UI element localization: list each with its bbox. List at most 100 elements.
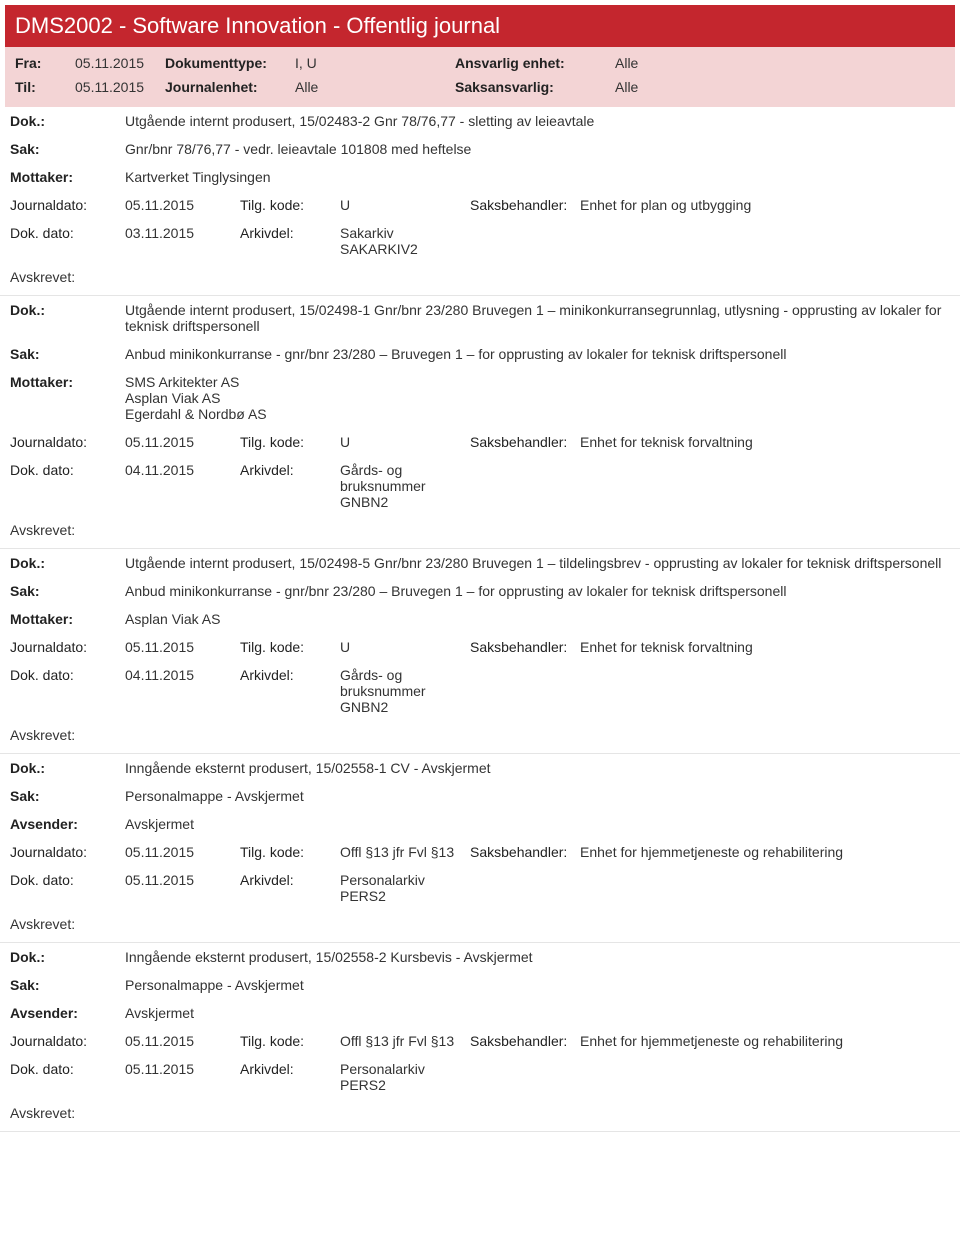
fra-label: Fra: <box>15 55 75 71</box>
saksbehandler-label: Saksbehandler: <box>470 197 580 213</box>
saksbehandler-label: Saksbehandler: <box>470 844 580 860</box>
journaldato-label: Journaldato: <box>10 1033 125 1049</box>
saksansvarlig-value: Alle <box>615 79 945 95</box>
sak-label: Sak: <box>10 346 125 362</box>
sak-value: Anbud minikonkurranse - gnr/bnr 23/280 –… <box>125 583 950 599</box>
part-value: Kartverket Tinglysingen <box>125 169 950 185</box>
part-value: Avskjermet <box>125 1005 950 1021</box>
journaldato-label: Journaldato: <box>10 434 125 450</box>
journalenhet-label: Journalenhet: <box>165 79 295 95</box>
dok-label: Dok.: <box>10 302 125 318</box>
tilgkode-value: U <box>340 434 470 450</box>
ansvarlig-label: Ansvarlig enhet: <box>455 55 615 71</box>
part-label: Mottaker: <box>10 169 125 185</box>
tilgkode-label: Tilg. kode: <box>240 434 340 450</box>
ansvarlig-value: Alle <box>615 55 945 71</box>
sak-value: Personalmappe - Avskjermet <box>125 788 950 804</box>
avskrevet-label: Avskrevet: <box>0 910 960 938</box>
avskrevet-label: Avskrevet: <box>0 516 960 544</box>
tilgkode-value: Offl §13 jfr Fvl §13 <box>340 1033 470 1049</box>
dokdato-value: 05.11.2015 <box>125 872 240 888</box>
tilgkode-label: Tilg. kode: <box>240 844 340 860</box>
arkivdel-value: Sakarkiv SAKARKIV2 <box>340 225 470 257</box>
til-value: 05.11.2015 <box>75 79 165 95</box>
journal-entry: Dok.: Inngående eksternt produsert, 15/0… <box>0 754 960 943</box>
dokdato-value: 05.11.2015 <box>125 1061 240 1077</box>
journaldato-label: Journaldato: <box>10 844 125 860</box>
journaldato-label: Journaldato: <box>10 197 125 213</box>
dokdato-label: Dok. dato: <box>10 225 125 241</box>
dok-label: Dok.: <box>10 555 125 571</box>
tilgkode-value: U <box>340 197 470 213</box>
saksbehandler-value: Enhet for teknisk forvaltning <box>580 639 950 655</box>
saksbehandler-value: Enhet for hjemmetjeneste og rehabiliteri… <box>580 844 950 860</box>
part-value: SMS Arkitekter AS Asplan Viak AS Egerdah… <box>125 374 950 422</box>
part-label: Avsender: <box>10 816 125 832</box>
doktype-value: I, U <box>295 55 455 71</box>
dok-label: Dok.: <box>10 113 125 129</box>
part-label: Mottaker: <box>10 611 125 627</box>
sak-label: Sak: <box>10 583 125 599</box>
filter-bar: Fra: 05.11.2015 Dokumenttype: I, U Ansva… <box>5 47 955 107</box>
saksansvarlig-label: Saksansvarlig: <box>455 79 615 95</box>
journaldato-value: 05.11.2015 <box>125 1033 240 1049</box>
journaldato-value: 05.11.2015 <box>125 639 240 655</box>
dokdato-value: 04.11.2015 <box>125 462 240 478</box>
part-label: Avsender: <box>10 1005 125 1021</box>
dok-label: Dok.: <box>10 949 125 965</box>
doktype-label: Dokumenttype: <box>165 55 295 71</box>
avskrevet-label: Avskrevet: <box>0 721 960 749</box>
part-label: Mottaker: <box>10 374 125 390</box>
tilgkode-label: Tilg. kode: <box>240 1033 340 1049</box>
entries-list: Dok.: Utgående internt produsert, 15/024… <box>0 107 960 1132</box>
dokdato-value: 03.11.2015 <box>125 225 240 241</box>
arkivdel-value: Personalarkiv PERS2 <box>340 1061 470 1093</box>
journaldato-label: Journaldato: <box>10 639 125 655</box>
sak-label: Sak: <box>10 141 125 157</box>
arkivdel-value: Gårds- og bruksnummer GNBN2 <box>340 462 470 510</box>
sak-label: Sak: <box>10 788 125 804</box>
saksbehandler-value: Enhet for plan og utbygging <box>580 197 950 213</box>
dokdato-label: Dok. dato: <box>10 462 125 478</box>
dokdato-label: Dok. dato: <box>10 1061 125 1077</box>
journal-entry: Dok.: Utgående internt produsert, 15/024… <box>0 296 960 549</box>
journalenhet-value: Alle <box>295 79 455 95</box>
tilgkode-value: U <box>340 639 470 655</box>
dok-value: Utgående internt produsert, 15/02498-5 G… <box>125 555 950 571</box>
avskrevet-label: Avskrevet: <box>0 263 960 291</box>
arkivdel-value: Gårds- og bruksnummer GNBN2 <box>340 667 470 715</box>
journaldato-value: 05.11.2015 <box>125 434 240 450</box>
sak-value: Anbud minikonkurranse - gnr/bnr 23/280 –… <box>125 346 950 362</box>
journaldato-value: 05.11.2015 <box>125 197 240 213</box>
saksbehandler-value: Enhet for hjemmetjeneste og rehabiliteri… <box>580 1033 950 1049</box>
arkivdel-label: Arkivdel: <box>240 667 340 683</box>
dokdato-label: Dok. dato: <box>10 667 125 683</box>
sak-value: Gnr/bnr 78/76,77 - vedr. leieavtale 1018… <box>125 141 950 157</box>
sak-label: Sak: <box>10 977 125 993</box>
tilgkode-label: Tilg. kode: <box>240 197 340 213</box>
journaldato-value: 05.11.2015 <box>125 844 240 860</box>
arkivdel-label: Arkivdel: <box>240 1061 340 1077</box>
saksbehandler-label: Saksbehandler: <box>470 639 580 655</box>
part-value: Avskjermet <box>125 816 950 832</box>
fra-value: 05.11.2015 <box>75 55 165 71</box>
dokdato-value: 04.11.2015 <box>125 667 240 683</box>
dok-value: Utgående internt produsert, 15/02483-2 G… <box>125 113 950 129</box>
journal-entry: Dok.: Utgående internt produsert, 15/024… <box>0 549 960 754</box>
arkivdel-value: Personalarkiv PERS2 <box>340 872 470 904</box>
page-title: DMS2002 - Software Innovation - Offentli… <box>5 5 955 47</box>
dokdato-label: Dok. dato: <box>10 872 125 888</box>
sak-value: Personalmappe - Avskjermet <box>125 977 950 993</box>
tilgkode-value: Offl §13 jfr Fvl §13 <box>340 844 470 860</box>
saksbehandler-label: Saksbehandler: <box>470 434 580 450</box>
dok-label: Dok.: <box>10 760 125 776</box>
arkivdel-label: Arkivdel: <box>240 225 340 241</box>
dok-value: Inngående eksternt produsert, 15/02558-1… <box>125 760 950 776</box>
til-label: Til: <box>15 79 75 95</box>
journal-entry: Dok.: Utgående internt produsert, 15/024… <box>0 107 960 296</box>
saksbehandler-value: Enhet for teknisk forvaltning <box>580 434 950 450</box>
tilgkode-label: Tilg. kode: <box>240 639 340 655</box>
arkivdel-label: Arkivdel: <box>240 462 340 478</box>
dok-value: Inngående eksternt produsert, 15/02558-2… <box>125 949 950 965</box>
dok-value: Utgående internt produsert, 15/02498-1 G… <box>125 302 950 334</box>
